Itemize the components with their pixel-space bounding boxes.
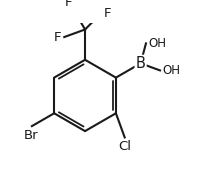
Text: F: F — [65, 0, 72, 9]
Text: F: F — [103, 7, 111, 20]
Text: OH: OH — [148, 37, 166, 50]
Text: F: F — [54, 31, 62, 43]
Text: OH: OH — [162, 64, 180, 77]
Text: Cl: Cl — [118, 140, 131, 153]
Text: B: B — [136, 56, 146, 71]
Text: Br: Br — [24, 129, 39, 142]
